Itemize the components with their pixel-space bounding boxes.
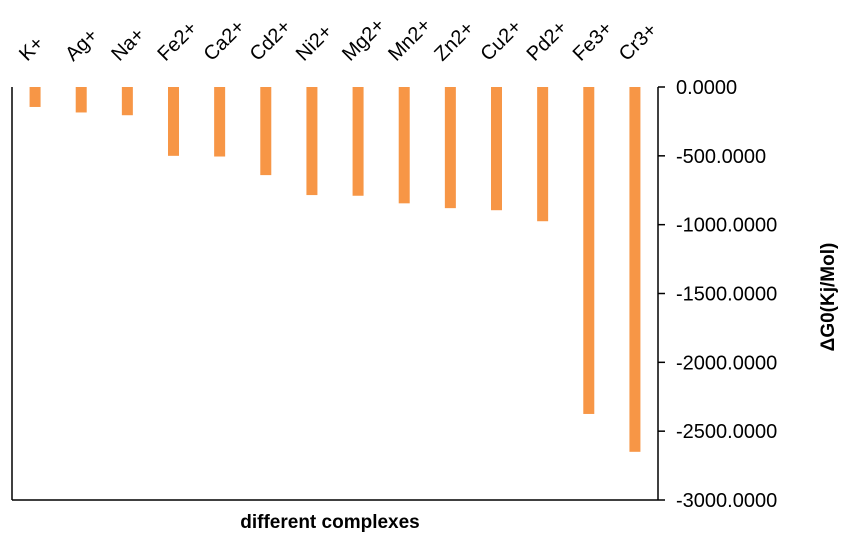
category-label: Fe2+: [153, 17, 201, 65]
y-axis-title: ΔG0(Kj/Mol): [818, 243, 839, 352]
y-tick-label: -2500.0000: [676, 421, 777, 443]
category-label: Na+: [107, 24, 149, 66]
y-tick-label: -3000.0000: [676, 490, 777, 512]
bar-fe2: [168, 87, 179, 156]
category-label: Fe3+: [569, 17, 617, 65]
category-label: Pd2+: [523, 17, 572, 66]
bar-mg2: [352, 87, 364, 196]
y-tick-label: 0.0000: [676, 77, 737, 99]
bar-pd2: [537, 87, 549, 222]
x-axis-title: different complexes: [240, 512, 420, 533]
category-label: K+: [15, 32, 48, 65]
category-label: Cr3+: [615, 19, 662, 66]
bar-ca2: [214, 87, 226, 157]
category-labels: K+ Ag+ Na+ Fe2+Ca2+Cd2+Ni2+ Mg2+Mn2+Zn2+Cu2+…: [15, 14, 661, 65]
category-label: Mn2+: [384, 14, 435, 65]
y-axis-ticks: 0.0000 -500.0000 -1000.0000 -1500.0000 -2000…: [658, 77, 777, 512]
bar-na: [121, 87, 133, 116]
bar-cu2: [491, 87, 502, 211]
y-tick-label: -1500.0000: [676, 284, 777, 306]
category-label: Ni2+: [292, 20, 337, 65]
y-tick-label: -1000.0000: [676, 215, 777, 237]
bar-ni2: [306, 87, 318, 196]
bar-ag: [75, 87, 87, 113]
category-label: Ca2+: [200, 16, 250, 66]
bar-cr3: [629, 87, 641, 452]
bar-zn2: [444, 87, 456, 209]
bar-cd2: [260, 87, 272, 176]
bar-k: [29, 87, 41, 107]
category-label: Cu2+: [476, 16, 526, 66]
category-label: Zn2+: [430, 17, 478, 65]
category-label: Ag+: [61, 24, 102, 65]
bar-fe3: [583, 87, 595, 414]
bar-group: [29, 87, 641, 452]
category-label: Cd2+: [246, 16, 296, 66]
y-tick-label: -2000.0000: [676, 352, 777, 374]
bar-mn2: [398, 87, 410, 204]
category-label: Mg2+: [338, 14, 389, 65]
y-tick-label: -500.0000: [676, 146, 766, 168]
